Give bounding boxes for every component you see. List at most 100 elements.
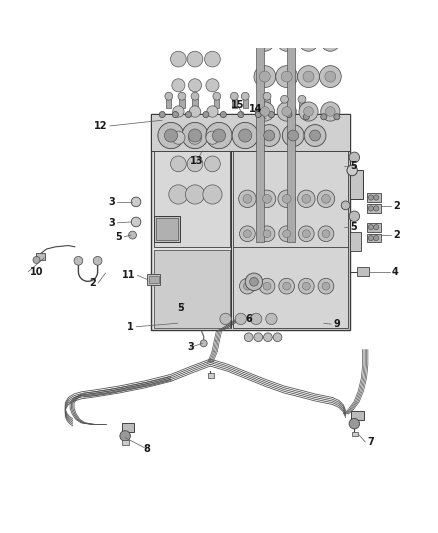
Circle shape bbox=[169, 185, 188, 204]
Circle shape bbox=[322, 230, 330, 238]
Text: 2: 2 bbox=[89, 278, 96, 288]
Circle shape bbox=[368, 236, 374, 241]
Bar bbox=[367, 204, 381, 213]
Bar bbox=[36, 253, 45, 260]
Circle shape bbox=[268, 111, 275, 118]
Circle shape bbox=[232, 123, 258, 149]
Bar bbox=[367, 234, 381, 243]
Circle shape bbox=[188, 131, 201, 144]
Circle shape bbox=[244, 282, 251, 290]
Bar bbox=[299, 102, 304, 111]
Circle shape bbox=[273, 333, 282, 342]
Bar bbox=[153, 250, 230, 328]
Circle shape bbox=[304, 37, 313, 46]
Text: 10: 10 bbox=[30, 266, 44, 277]
Circle shape bbox=[347, 165, 357, 176]
Circle shape bbox=[325, 71, 336, 82]
Circle shape bbox=[286, 111, 292, 118]
Circle shape bbox=[93, 256, 102, 265]
Circle shape bbox=[281, 95, 288, 103]
Bar bbox=[148, 274, 160, 285]
Circle shape bbox=[243, 195, 252, 203]
Circle shape bbox=[282, 107, 291, 116]
Circle shape bbox=[260, 37, 270, 46]
Circle shape bbox=[368, 195, 374, 200]
Text: 5: 5 bbox=[177, 303, 184, 313]
Circle shape bbox=[282, 37, 291, 46]
Circle shape bbox=[230, 92, 238, 100]
Text: 14: 14 bbox=[249, 104, 263, 114]
Circle shape bbox=[279, 226, 294, 241]
Circle shape bbox=[244, 333, 253, 342]
Circle shape bbox=[288, 130, 299, 141]
Bar bbox=[243, 99, 248, 108]
Circle shape bbox=[159, 111, 165, 118]
Circle shape bbox=[170, 156, 186, 172]
Circle shape bbox=[239, 190, 256, 207]
Circle shape bbox=[235, 313, 247, 325]
Text: 11: 11 bbox=[122, 270, 135, 280]
Circle shape bbox=[374, 206, 379, 211]
Circle shape bbox=[258, 190, 276, 207]
Circle shape bbox=[317, 190, 335, 207]
Text: 12: 12 bbox=[94, 121, 108, 131]
Circle shape bbox=[187, 156, 203, 172]
Circle shape bbox=[302, 195, 311, 203]
Text: 7: 7 bbox=[367, 437, 374, 447]
Bar bbox=[149, 276, 159, 283]
Circle shape bbox=[298, 278, 314, 294]
Circle shape bbox=[325, 107, 335, 116]
Bar bbox=[122, 440, 129, 445]
Circle shape bbox=[203, 185, 222, 204]
Text: 5: 5 bbox=[115, 232, 122, 242]
Circle shape bbox=[206, 123, 232, 149]
Bar bbox=[282, 102, 287, 111]
Circle shape bbox=[299, 32, 318, 51]
Circle shape bbox=[258, 125, 280, 147]
Circle shape bbox=[164, 129, 177, 142]
Bar bbox=[166, 99, 171, 108]
Circle shape bbox=[259, 226, 275, 241]
Circle shape bbox=[259, 278, 275, 294]
Circle shape bbox=[239, 129, 252, 142]
Circle shape bbox=[304, 125, 326, 147]
Circle shape bbox=[298, 226, 314, 241]
Circle shape bbox=[304, 107, 313, 116]
Bar bbox=[357, 268, 369, 276]
Circle shape bbox=[299, 102, 318, 121]
Circle shape bbox=[206, 79, 219, 92]
Circle shape bbox=[185, 185, 205, 204]
Circle shape bbox=[178, 92, 186, 100]
Bar bbox=[153, 216, 180, 243]
Circle shape bbox=[182, 123, 208, 149]
Circle shape bbox=[238, 111, 244, 118]
Bar bbox=[151, 114, 350, 151]
Circle shape bbox=[213, 92, 221, 100]
Circle shape bbox=[283, 195, 291, 203]
Bar bbox=[153, 151, 230, 247]
Circle shape bbox=[173, 106, 184, 117]
Text: 9: 9 bbox=[333, 319, 340, 329]
Circle shape bbox=[200, 340, 207, 347]
Text: 5: 5 bbox=[350, 222, 357, 232]
Text: 3: 3 bbox=[187, 342, 194, 352]
Circle shape bbox=[172, 111, 178, 118]
Circle shape bbox=[120, 431, 131, 441]
Circle shape bbox=[334, 114, 340, 120]
Circle shape bbox=[349, 211, 360, 222]
Circle shape bbox=[207, 106, 218, 117]
Circle shape bbox=[264, 333, 272, 342]
Circle shape bbox=[245, 273, 263, 290]
Circle shape bbox=[206, 131, 219, 144]
Circle shape bbox=[297, 190, 315, 207]
Circle shape bbox=[349, 418, 360, 429]
Text: 5: 5 bbox=[350, 161, 357, 171]
Circle shape bbox=[74, 256, 83, 265]
Circle shape bbox=[281, 71, 292, 82]
Text: 3: 3 bbox=[108, 197, 115, 207]
Circle shape bbox=[321, 114, 327, 120]
Circle shape bbox=[298, 95, 306, 103]
Circle shape bbox=[276, 66, 297, 87]
Text: 2: 2 bbox=[393, 201, 399, 211]
Circle shape bbox=[263, 92, 271, 100]
